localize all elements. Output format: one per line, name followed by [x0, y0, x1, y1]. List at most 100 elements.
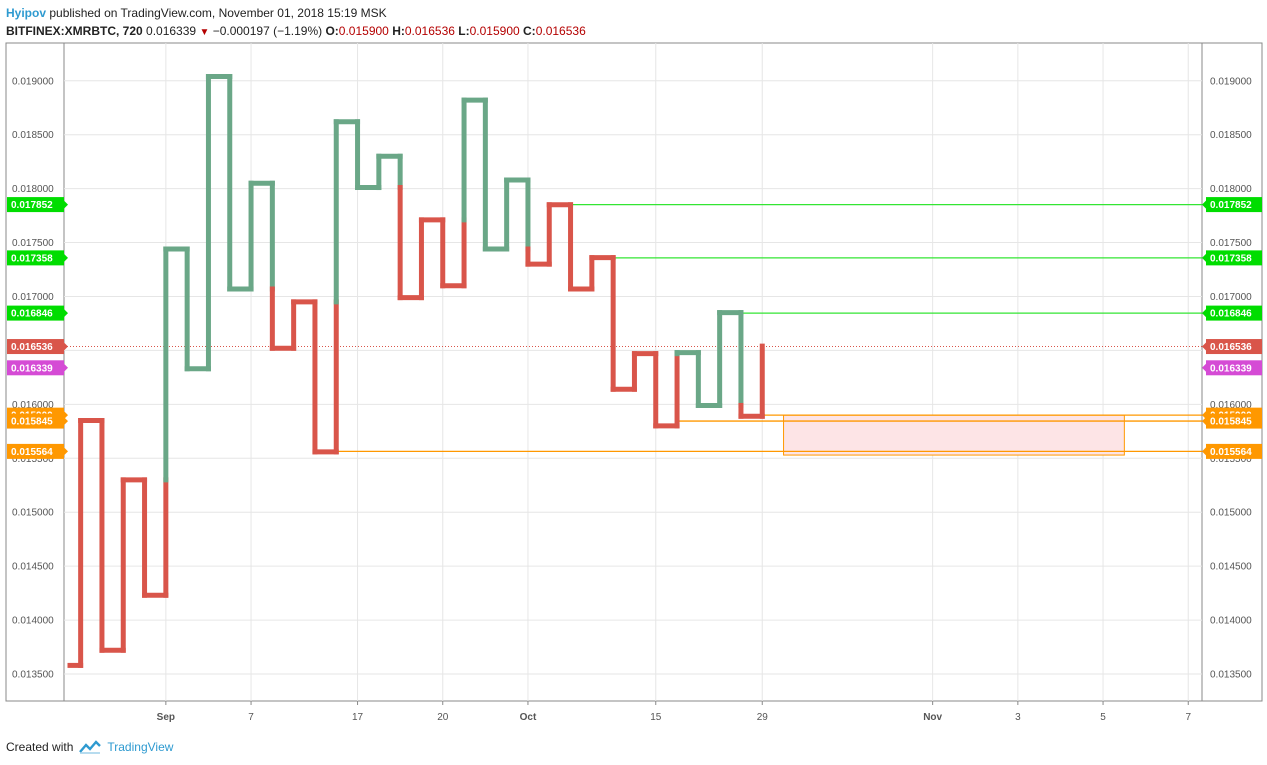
level-price-tag-left-pointer: [64, 447, 68, 456]
level-price-tag-right-pointer: [1202, 253, 1206, 262]
level-price-tag-left: [7, 305, 64, 321]
y-tick-label-left: 0.014000: [12, 616, 54, 627]
level-price-tag-left: [7, 443, 64, 459]
y-tick-label-left: 0.017000: [12, 292, 54, 303]
y-tick-label-right: 0.014000: [1210, 616, 1252, 627]
y-tick-label-right: 0.013500: [1210, 670, 1252, 681]
level-price-tag-left-label: 0.016846: [11, 309, 53, 320]
footer: Created with TradingView: [6, 739, 173, 755]
y-tick-label-left: 0.015500: [12, 454, 54, 465]
x-tick-label: 15: [650, 712, 662, 723]
current-price-tag-left: [7, 360, 64, 376]
y-tick-label-left: 0.019000: [12, 76, 54, 87]
symbol-name[interactable]: BITFINEX:XMRBTC, 720: [6, 24, 143, 38]
tradingview-brand-link[interactable]: TradingView: [107, 740, 174, 754]
level-price-tag-right-label: 0.016846: [1210, 309, 1252, 320]
y-tick-label-left: 0.016000: [12, 400, 54, 411]
x-tick-label: 29: [757, 712, 769, 723]
level-price-tag-right: [1206, 443, 1262, 459]
level-price-tag-right-pointer: [1202, 411, 1206, 420]
current-price-tag-left-pointer: [64, 363, 68, 372]
y-tick-label-right: 0.016000: [1210, 400, 1252, 411]
chart-header: Hyipov published on TradingView.com, Nov…: [6, 4, 586, 42]
created-with-text: Created with: [6, 740, 74, 754]
y-tick-label-right: 0.015500: [1210, 454, 1252, 465]
close-label: C:: [523, 24, 536, 38]
low-value: 0.015900: [469, 24, 520, 38]
last-price: 0.016339: [146, 24, 197, 38]
y-tick-label-left: 0.018500: [12, 130, 54, 141]
y-tick-label-left: 0.015000: [12, 508, 54, 519]
current-price-tag-right-label: 0.016339: [1210, 363, 1252, 374]
symbol-line: BITFINEX:XMRBTC, 720 0.016339 ▼ −0.00019…: [6, 22, 586, 42]
y-tick-label-right: 0.019000: [1210, 76, 1252, 87]
x-tick-label: 7: [248, 712, 254, 723]
level-price-tag-left-label: 0.017852: [11, 200, 53, 211]
x-tick-label: 20: [437, 712, 449, 723]
x-tick-label: Sep: [157, 712, 175, 723]
y-tick-label-left: 0.018000: [12, 184, 54, 195]
x-tick-label: 3: [1015, 712, 1021, 723]
last-price-tag-left-label: 0.016536: [11, 342, 53, 353]
highlight-zone[interactable]: [783, 414, 1125, 456]
y-tick-label-right: 0.018000: [1210, 184, 1252, 195]
level-price-tag-right-label: 0.015845: [1210, 417, 1252, 428]
low-label: L:: [458, 24, 470, 38]
y-tick-label-left: 0.017500: [12, 238, 54, 249]
kagi-chart[interactable]: 0.019000 0.019000 0.018500 0.018500 0.018000…: [0, 0, 1267, 735]
y-tick-label-right: 0.014500: [1210, 562, 1252, 573]
level-price-tag-left-label: 0.015845: [11, 417, 53, 428]
y-tick-label-right: 0.015000: [1210, 508, 1252, 519]
x-tick-label: Oct: [520, 712, 537, 723]
x-tick-label: Nov: [923, 712, 942, 723]
level-price-tag-right-pointer: [1202, 447, 1206, 456]
open-value: 0.015900: [338, 24, 389, 38]
level-price-tag-right-pointer: [1202, 417, 1206, 426]
open-label: O:: [325, 24, 339, 38]
level-price-tag-left-pointer: [64, 253, 68, 262]
high-label: H:: [392, 24, 405, 38]
y-tick-label-right: 0.017500: [1210, 238, 1252, 249]
last-price-tag-right: [1206, 339, 1262, 355]
y-tick-label-right: 0.017000: [1210, 292, 1252, 303]
publish-line: Hyipov published on TradingView.com, Nov…: [6, 4, 586, 22]
level-price-tag-left-pointer: [64, 309, 68, 318]
level-price-tag-left: [7, 197, 64, 213]
level-price-tag-left-pointer: [64, 417, 68, 426]
level-price-tag-left: [7, 250, 64, 266]
close-value: 0.016536: [535, 24, 586, 38]
last-price-tag-left-pointer: [64, 342, 68, 351]
x-tick-label: 7: [1185, 712, 1191, 723]
x-tick-label: 17: [352, 712, 364, 723]
y-tick-label-right: 0.018500: [1210, 130, 1252, 141]
level-price-tag-right: [1206, 197, 1262, 213]
publish-info: published on TradingView.com, November 0…: [49, 6, 387, 20]
level-price-tag-left-label: 0.017358: [11, 253, 53, 264]
last-price-tag-left: [7, 339, 64, 355]
level-price-tag-right-pointer: [1202, 200, 1206, 209]
level-price-tag-left: [7, 413, 64, 429]
level-price-tag-left-label: 0.015564: [11, 447, 53, 458]
last-price-tag-right-label: 0.016536: [1210, 342, 1252, 353]
down-arrow-icon: ▼: [199, 27, 210, 38]
level-price-tag-right-label: 0.017852: [1210, 200, 1252, 211]
last-price-tag-right-pointer: [1202, 342, 1206, 351]
current-price-tag-left-label: 0.016339: [11, 363, 53, 374]
level-price-tag-right-label: 0.017358: [1210, 253, 1252, 264]
high-value: 0.016536: [404, 24, 455, 38]
level-price-tag-right: [1206, 305, 1262, 321]
y-tick-label-left: 0.013500: [12, 670, 54, 681]
price-change: −0.000197 (−1.19%): [212, 24, 323, 38]
current-price-tag-right: [1206, 360, 1262, 376]
level-price-tag-left-pointer: [64, 411, 68, 420]
tradingview-logo-icon: [79, 740, 102, 754]
level-price-tag-right: [1206, 413, 1262, 429]
level-price-tag-left-pointer: [64, 200, 68, 209]
x-tick-label: 5: [1100, 712, 1106, 723]
level-price-tag-right-label: 0.015564: [1210, 447, 1252, 458]
level-price-tag-right: [1206, 250, 1262, 266]
level-price-tag-right-pointer: [1202, 309, 1206, 318]
author-link[interactable]: Hyipov: [6, 6, 47, 20]
y-tick-label-left: 0.014500: [12, 562, 54, 573]
current-price-tag-right-pointer: [1202, 363, 1206, 372]
